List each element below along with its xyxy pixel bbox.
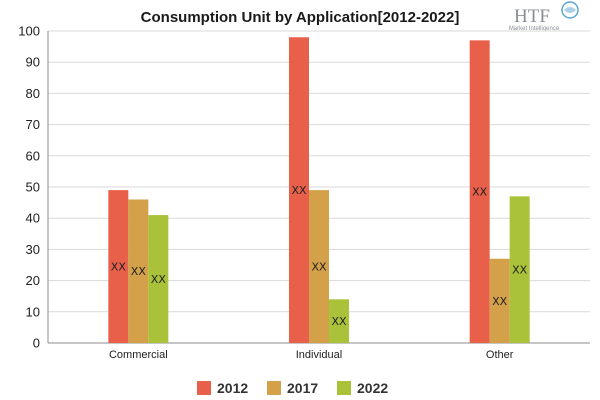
y-tick-label: 40 — [26, 211, 40, 226]
legend-label: 2022 — [357, 380, 388, 396]
legend-swatch — [337, 381, 351, 395]
data-label: XX — [492, 295, 508, 308]
y-tick-label: 30 — [26, 242, 40, 257]
bar — [489, 258, 510, 343]
x-tick-label: Commercial — [109, 349, 168, 361]
x-tick-label: Other — [486, 349, 514, 361]
y-tick-label: 0 — [33, 336, 40, 351]
logo-main-text: HTF — [514, 6, 550, 27]
y-tick-label: 90 — [26, 55, 40, 70]
legend-swatch — [267, 381, 281, 395]
y-tick-label: 20 — [26, 273, 40, 288]
y-tick-label: 80 — [26, 86, 40, 101]
logo-sub-text: Market Intelligence — [509, 26, 560, 32]
bar — [108, 190, 129, 343]
legend-label: 2017 — [287, 380, 318, 396]
y-tick-label: 50 — [26, 180, 40, 195]
y-tick-label: 100 — [18, 24, 40, 39]
bar — [289, 37, 309, 344]
bar — [148, 215, 169, 343]
legend: 2012 2017 2022 — [197, 380, 388, 396]
bars — [108, 37, 530, 344]
bar — [329, 299, 349, 343]
x-tick-label: Individual — [296, 349, 342, 361]
bar — [469, 40, 490, 344]
bar — [509, 196, 530, 343]
legend-label: 2012 — [217, 380, 248, 396]
data-label: XX — [151, 273, 167, 286]
data-label: XX — [291, 184, 307, 197]
data-label: XX — [472, 186, 488, 199]
data-label: XX — [512, 264, 528, 277]
htf-logo: HTF Market Intelligence — [509, 1, 579, 32]
globe-icon — [561, 1, 579, 19]
y-tick-label: 70 — [26, 117, 40, 132]
bar — [309, 190, 329, 343]
bar — [128, 199, 149, 343]
globe-icon-detail — [564, 7, 576, 13]
data-label: XX — [111, 261, 127, 274]
data-label: XX — [131, 265, 147, 278]
chart-title: Consumption Unit by Application[2012-202… — [141, 9, 460, 26]
legend-swatch — [197, 381, 211, 395]
data-labels: XX XX XX XX XX XX XX XX XX — [111, 184, 528, 328]
y-tick-label: 10 — [26, 304, 40, 319]
data-label: XX — [331, 315, 347, 328]
data-label: XX — [311, 261, 327, 274]
y-tick-label: 60 — [26, 148, 40, 163]
